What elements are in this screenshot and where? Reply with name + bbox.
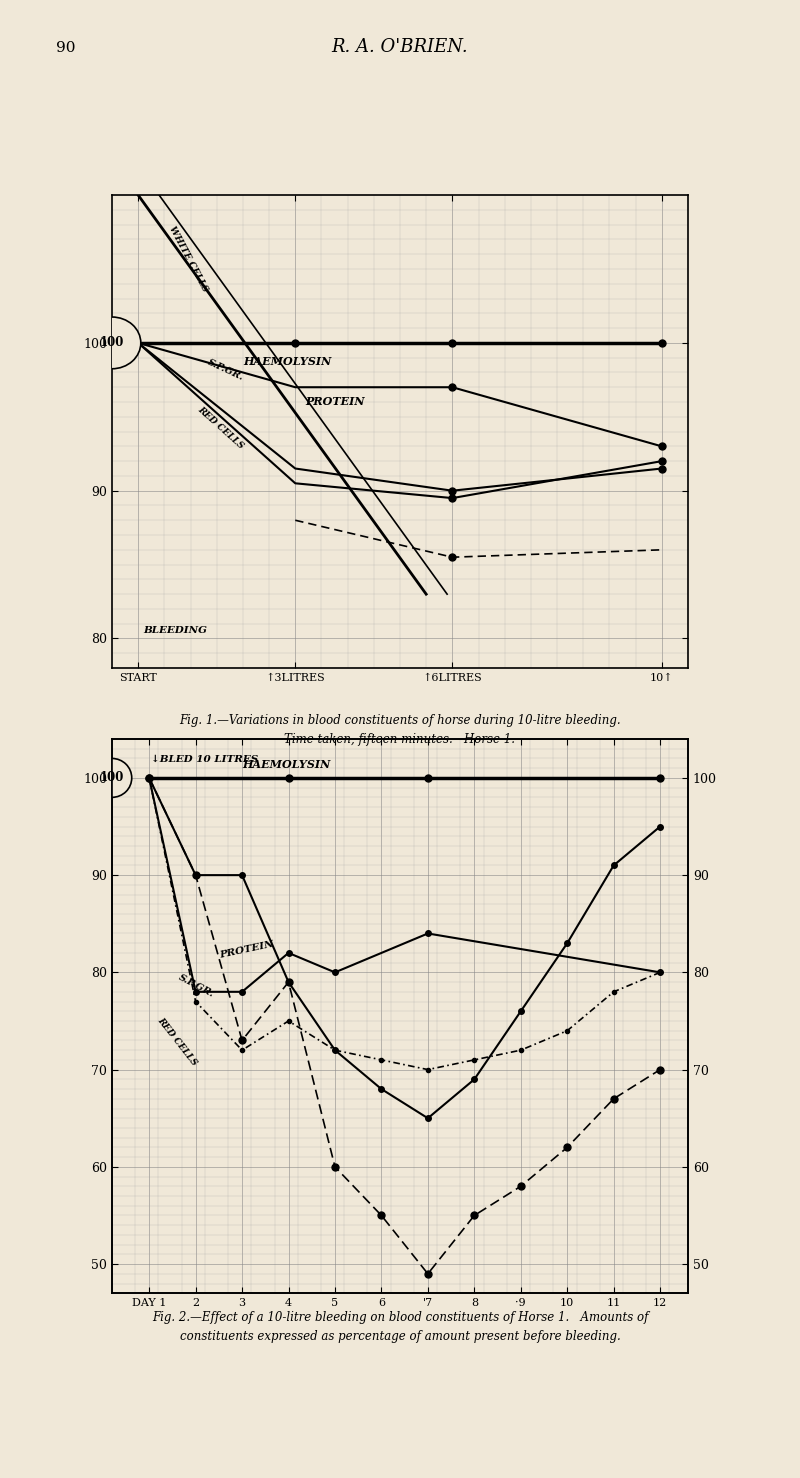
Text: PROTEIN: PROTEIN [306,396,366,406]
Text: 100: 100 [100,772,124,785]
Text: 100: 100 [100,337,124,349]
Text: WHITE CELLS: WHITE CELLS [167,225,209,293]
Text: R. A. O'BRIEN.: R. A. O'BRIEN. [332,38,468,56]
Ellipse shape [83,316,141,368]
Text: PROTEIN: PROTEIN [219,940,275,959]
Text: Fig. 2.—Effect of a 10-litre bleeding on blood constituents of Horse 1.   Amount: Fig. 2.—Effect of a 10-litre bleeding on… [152,1311,648,1324]
Text: ↓BLED 10 LITRES: ↓BLED 10 LITRES [151,754,258,763]
Text: S.P.GR.: S.P.GR. [177,973,216,999]
Text: HAEMOLYSIN: HAEMOLYSIN [242,760,330,770]
Text: S.P.GR.: S.P.GR. [206,358,246,381]
Ellipse shape [92,758,132,797]
Text: HAEMOLYSIN: HAEMOLYSIN [243,356,331,367]
Text: BLEEDING: BLEEDING [143,625,207,634]
Text: RED CELLS: RED CELLS [156,1017,199,1067]
Text: constituents expressed as percentage of amount present before bleeding.: constituents expressed as percentage of … [180,1330,620,1344]
Text: RED CELLS: RED CELLS [196,405,246,451]
Text: Time taken, fifteen minutes.   Horse 1.: Time taken, fifteen minutes. Horse 1. [285,733,515,746]
Text: 90: 90 [56,41,75,55]
Text: Fig. 1.—Variations in blood constituents of horse during 10-litre bleeding.: Fig. 1.—Variations in blood constituents… [179,714,621,727]
